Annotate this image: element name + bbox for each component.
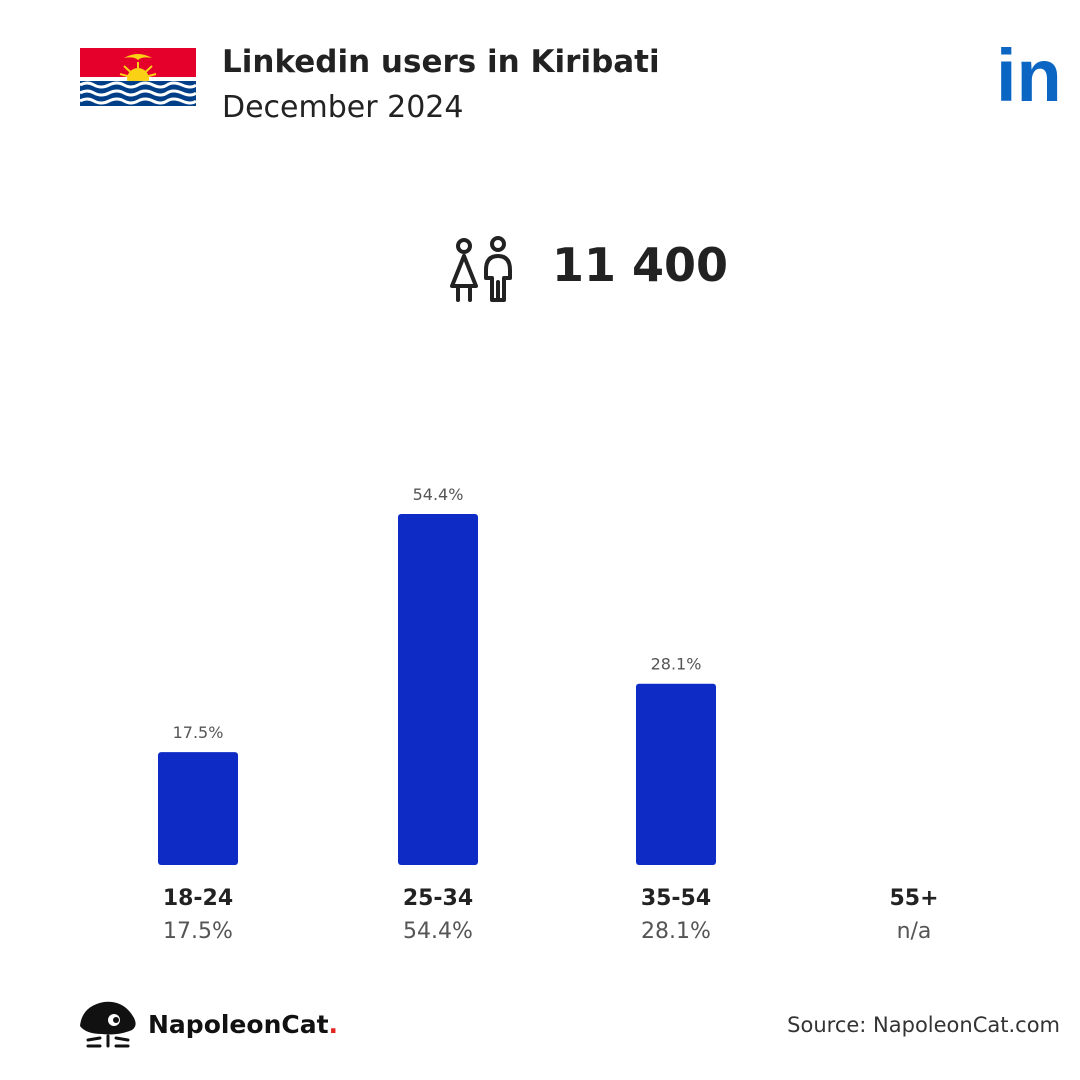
category-label: 25-34 <box>403 886 473 911</box>
category-label: 35-54 <box>641 886 711 911</box>
category-value-label: n/a <box>897 919 932 944</box>
category-label: 55+ <box>889 886 938 911</box>
category-label: 18-24 <box>163 886 233 911</box>
users-icon <box>450 236 512 302</box>
bar-value-label: 17.5% <box>173 723 224 742</box>
napoleoncat-brand-name: NapoleonCat. <box>148 1010 339 1039</box>
napoleoncat-logo-icon <box>80 1001 136 1048</box>
page-title: Linkedin users in Kiribati <box>222 44 660 80</box>
category-value-label: 28.1% <box>641 919 711 944</box>
total-users-value: 11 400 <box>552 238 729 292</box>
bar-25-34 <box>398 514 478 865</box>
bar-value-label: 28.1% <box>651 655 702 674</box>
category-value-label: 54.4% <box>403 919 473 944</box>
bar-18-24 <box>158 752 238 865</box>
linkedin-logo-icon: in <box>996 44 1062 104</box>
kiribati-flag-icon <box>80 48 196 106</box>
page-subtitle: December 2024 <box>222 90 464 125</box>
source-note: Source: NapoleonCat.com <box>787 1013 1060 1037</box>
bar-value-label: 54.4% <box>413 485 464 504</box>
category-value-label: 17.5% <box>163 919 233 944</box>
bar-35-54 <box>636 683 716 865</box>
svg-text:in: in <box>996 44 1062 104</box>
